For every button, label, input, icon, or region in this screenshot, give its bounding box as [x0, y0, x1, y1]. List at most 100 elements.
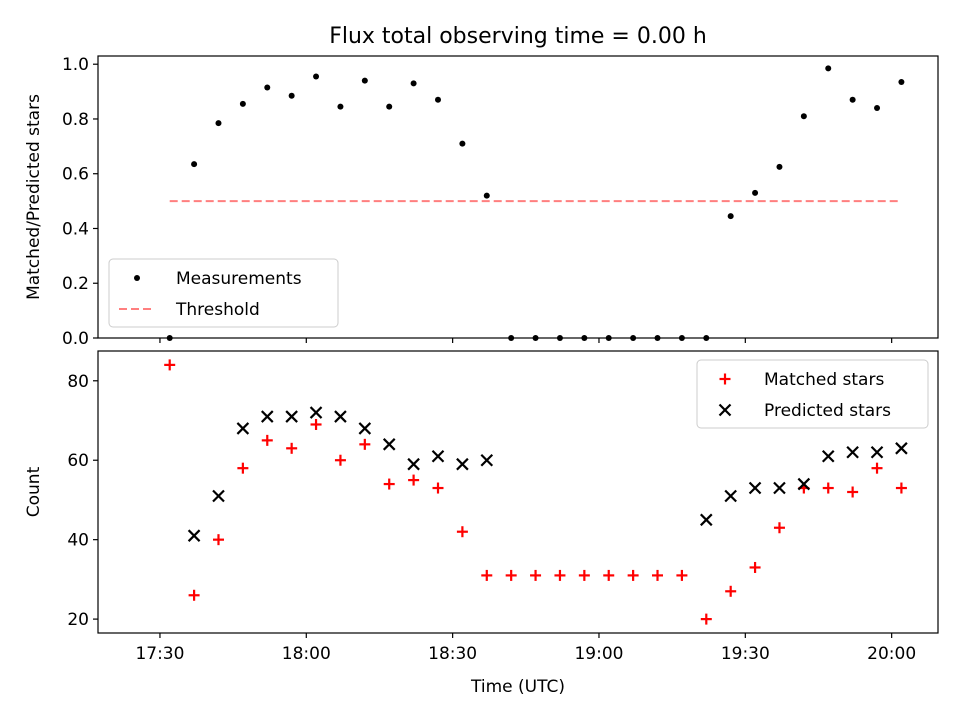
measurement-point	[191, 161, 198, 168]
matched-point	[725, 585, 737, 597]
predicted-point	[480, 453, 494, 467]
measurement-point	[874, 105, 881, 112]
matched-point	[383, 478, 395, 490]
matched-point	[408, 474, 420, 486]
y-tick-label: 0.2	[62, 274, 89, 294]
y-tick-label: 0.4	[62, 219, 89, 239]
predicted-point	[285, 410, 298, 423]
bottom-axes: 20 40 60 80 17:30 18:00 18:30 19:00 19:30 20:00 Co…	[24, 350, 939, 697]
top-axes: 0.0 0.2 0.4 0.6 0.8 1.0 Matched/Predicted star…	[24, 55, 939, 349]
axes-frame	[97, 55, 939, 339]
matched-point	[627, 569, 639, 581]
predicted-point	[236, 422, 250, 435]
predicted-point	[773, 481, 786, 495]
matched-point	[334, 454, 346, 466]
measurement-point	[825, 65, 832, 72]
predicted-point-b	[334, 410, 347, 423]
y-tick-label: 0.0	[62, 329, 89, 349]
y-tick-label: 80	[67, 372, 89, 392]
y-axis-label: Matched/Predicted stars	[24, 94, 44, 300]
measurement-point	[483, 192, 490, 199]
measurement-point	[556, 335, 563, 341]
x-tick-label: 17:30	[135, 644, 184, 664]
measurement-point	[410, 80, 417, 87]
matched-point	[847, 486, 859, 498]
predicted-point-b	[700, 513, 713, 527]
matched-point	[164, 359, 176, 371]
matched-point	[676, 569, 688, 581]
matched-point	[188, 589, 200, 601]
legend-label: Matched stars	[764, 370, 884, 390]
predicted-point-b	[456, 457, 469, 471]
measurement-point	[532, 335, 539, 341]
x-tick-label: 18:30	[428, 644, 477, 664]
matched-point	[871, 462, 883, 474]
legend-label: Predicted stars	[764, 401, 891, 421]
predicted-point-b	[821, 449, 835, 463]
measurement-point	[678, 335, 685, 341]
matched-point	[212, 534, 224, 546]
predicted-point-b	[773, 481, 786, 495]
predicted-point-b	[870, 446, 884, 459]
predicted-point	[358, 422, 372, 435]
matched-point	[822, 482, 834, 494]
predicted-point-b	[212, 489, 225, 503]
legend-box	[696, 359, 929, 429]
predicted-point	[870, 446, 884, 459]
measurement-point	[776, 163, 783, 170]
predicted-point-b	[285, 410, 298, 423]
predicted-point	[797, 477, 811, 491]
predicted-point	[309, 406, 323, 419]
measurement-point	[703, 335, 710, 341]
measurement-point	[605, 335, 612, 341]
measurement-point	[361, 77, 368, 84]
matched-point	[530, 569, 542, 581]
y-axis-label: Count	[24, 466, 44, 517]
measurement-point	[898, 79, 905, 86]
y-tick-label: 0.8	[62, 110, 89, 130]
matched-point	[286, 442, 298, 454]
predicted-point	[821, 449, 835, 463]
predicted-point-b	[358, 422, 372, 435]
matched-point	[359, 438, 371, 450]
matched-point	[773, 522, 785, 534]
predicted-point	[260, 410, 274, 423]
matched-point	[505, 569, 517, 581]
legend: Measurements Threshold	[108, 258, 339, 328]
matched-point	[310, 418, 322, 430]
measurement-point	[166, 335, 173, 341]
measurement-point	[459, 140, 466, 147]
measurement-point	[288, 92, 295, 99]
x-tick-label: 19:30	[721, 644, 770, 664]
matched-point	[578, 569, 590, 581]
predicted-point-b	[748, 481, 762, 495]
predicted-point	[748, 481, 762, 495]
legend-box	[108, 258, 339, 328]
axes-frame	[97, 350, 939, 634]
matched-point	[481, 569, 493, 581]
measurement-point	[581, 335, 588, 341]
y-tick-label: 40	[67, 531, 89, 551]
predicted-point	[334, 410, 347, 423]
measurement-point	[800, 113, 807, 120]
y-tick-label: 60	[67, 451, 89, 471]
y-tick-label: 1.0	[62, 55, 89, 75]
predicted-point	[407, 457, 420, 471]
figure-title: Flux total observing time = 0.00 h	[329, 24, 707, 49]
measurement-point	[386, 103, 393, 110]
measurement-point	[313, 73, 320, 80]
x-tick-label: 18:00	[282, 644, 331, 664]
predicted-point-b	[187, 529, 201, 542]
predicted-point-b	[846, 446, 859, 459]
predicted-point	[895, 442, 908, 455]
matched-point	[700, 613, 712, 625]
predicted-point-b	[382, 438, 396, 451]
matched-point	[652, 569, 664, 581]
predicted-point	[187, 529, 201, 542]
measurement-point	[215, 120, 222, 127]
predicted-point-b	[480, 453, 494, 467]
y-tick-label: 0.6	[62, 165, 89, 185]
legend-predicted-swatch-b	[718, 403, 732, 417]
matched-point	[749, 561, 761, 573]
legend-label: Measurements	[176, 269, 302, 289]
